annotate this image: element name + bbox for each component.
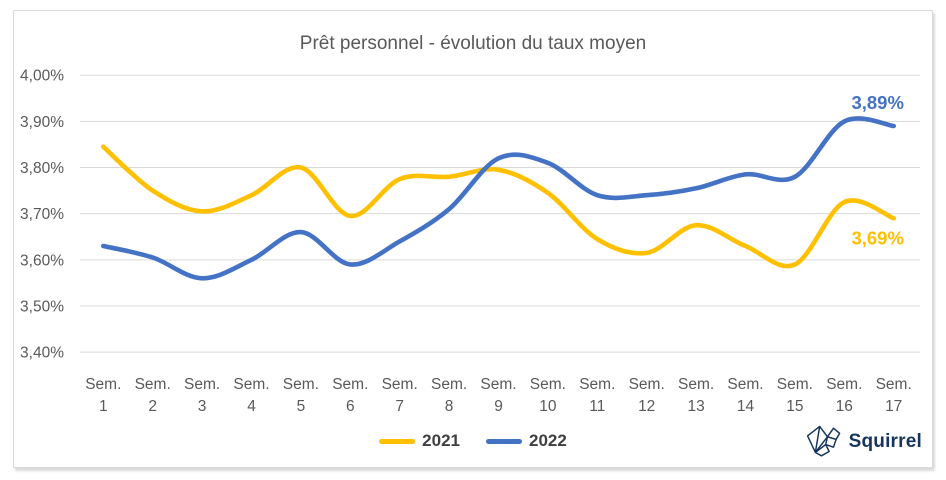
- x-tick-label-line2: 15: [786, 398, 803, 415]
- chart-card: Prêt personnel - évolution du taux moyen: [13, 10, 933, 468]
- legend-swatch-2021: [379, 438, 416, 444]
- x-tick-label-line1: Sem.: [382, 376, 418, 393]
- x-tick-label-line2: 2: [148, 398, 157, 415]
- x-tick-label-line1: Sem.: [876, 376, 912, 393]
- logo-text: Squirrel: [848, 431, 922, 452]
- x-tick-label-line2: 11: [589, 398, 605, 415]
- x-tick-label-line2: 14: [737, 398, 755, 415]
- end-label-2022: 3,89%: [851, 92, 903, 113]
- x-tick-label-line2: 10: [539, 398, 557, 415]
- x-tick-label-line1: Sem.: [678, 376, 714, 393]
- x-tick-label-line1: Sem.: [530, 376, 566, 393]
- x-tick-label-line1: Sem.: [727, 376, 763, 393]
- x-tick-label-line1: Sem.: [629, 376, 665, 393]
- squirrel-icon: [806, 425, 840, 457]
- x-tick-label-line1: Sem.: [85, 376, 121, 393]
- x-tick-label-line1: Sem.: [480, 376, 516, 393]
- squirrel-logo: Squirrel: [805, 424, 922, 460]
- x-tick-label-line1: Sem.: [283, 376, 319, 393]
- legend-label-2021: 2021: [422, 431, 460, 450]
- x-tick-label-line2: 7: [395, 398, 404, 415]
- y-tick-label: 3,80%: [20, 160, 64, 177]
- x-tick-label-line1: Sem.: [184, 376, 220, 393]
- series-line-2021: [101, 144, 896, 269]
- legend-swatch-2022: [486, 438, 522, 444]
- x-tick-label-line2: 4: [247, 398, 256, 415]
- x-tick-label-line1: Sem.: [777, 376, 813, 393]
- x-tick-label-line1: Sem.: [332, 376, 368, 393]
- x-tick-label-line2: 12: [638, 398, 655, 415]
- x-tick-label-line2: 1: [99, 398, 108, 415]
- x-tick-label-line2: 17: [885, 398, 902, 415]
- x-tick-label-line2: 16: [836, 398, 853, 415]
- legend: 2021 2022: [0, 431, 946, 451]
- chart-title: Prêt personnel - évolution du taux moyen: [299, 33, 647, 54]
- x-tick-label-line1: Sem.: [431, 376, 467, 393]
- end-label-2021: 3,69%: [851, 227, 903, 248]
- x-tick-label-line1: Sem.: [233, 376, 269, 393]
- series-line-2022: [101, 116, 896, 281]
- y-tick-label: 3,70%: [20, 206, 64, 223]
- x-tick-label-line2: 6: [346, 398, 355, 415]
- y-tick-label: 3,40%: [20, 345, 64, 362]
- y-tick-label: 3,90%: [20, 114, 64, 131]
- x-tick-label-line2: 13: [687, 398, 704, 415]
- x-tick-label-line1: Sem.: [826, 376, 862, 393]
- x-tick-label-line2: 5: [297, 398, 306, 415]
- x-tick-label-line2: 8: [445, 398, 454, 415]
- x-tick-label-line2: 3: [198, 398, 207, 415]
- x-tick-label-line1: Sem.: [135, 376, 171, 393]
- y-tick-label: 4,00%: [20, 68, 64, 85]
- legend-item-2022: 2022: [486, 431, 567, 451]
- legend-label-2022: 2022: [529, 431, 567, 450]
- y-tick-label: 3,60%: [20, 252, 64, 269]
- legend-item-2021: 2021: [379, 431, 460, 451]
- y-tick-label: 3,50%: [20, 299, 64, 316]
- x-tick-label-line1: Sem.: [579, 376, 615, 393]
- x-tick-label-line2: 9: [494, 398, 503, 415]
